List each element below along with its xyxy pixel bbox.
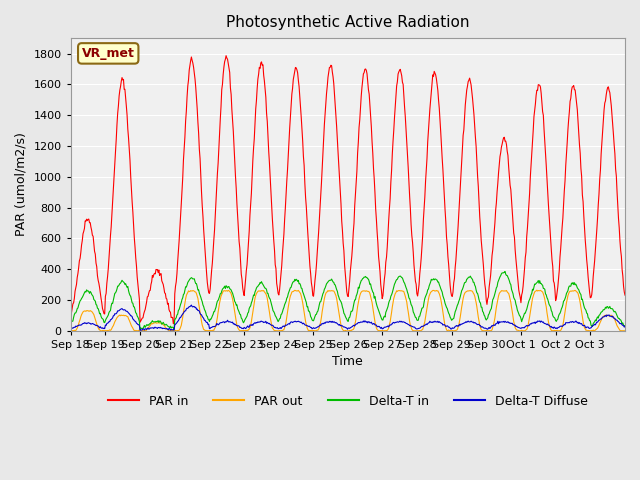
Title: Photosynthetic Active Radiation: Photosynthetic Active Radiation [226, 15, 470, 30]
PAR out [533, 288, 541, 293]
Delta-T in [501, 269, 509, 275]
PAR out [132, 328, 140, 334]
PAR out [405, 313, 413, 319]
Line: PAR out: PAR out [70, 290, 625, 331]
Delta-T Diffuse [284, 322, 291, 327]
Delta-T Diffuse [136, 327, 144, 333]
PAR in [284, 167, 291, 173]
Y-axis label: PAR (umol/m2/s): PAR (umol/m2/s) [15, 132, 28, 237]
Delta-T in [132, 310, 140, 316]
Delta-T in [136, 326, 144, 332]
Line: PAR in: PAR in [70, 56, 625, 324]
Delta-T Diffuse [132, 319, 140, 324]
PAR in [170, 321, 177, 326]
PAR in [438, 143, 445, 148]
Delta-T in [437, 286, 445, 291]
Delta-T Diffuse [236, 323, 243, 329]
Line: Delta-T in: Delta-T in [70, 272, 625, 329]
PAR out [234, 324, 241, 330]
Delta-T Diffuse [188, 302, 195, 308]
PAR out [621, 328, 629, 334]
Delta-T in [621, 323, 629, 329]
PAR in [621, 292, 629, 298]
Delta-T Diffuse [262, 321, 270, 326]
PAR out [261, 290, 269, 296]
PAR in [236, 239, 243, 244]
X-axis label: Time: Time [332, 355, 364, 369]
PAR in [67, 312, 74, 318]
Line: Delta-T Diffuse: Delta-T Diffuse [70, 305, 625, 330]
Delta-T Diffuse [406, 323, 414, 328]
Delta-T in [283, 295, 291, 301]
PAR out [67, 328, 74, 334]
Delta-T in [406, 296, 413, 301]
PAR in [406, 206, 414, 212]
Delta-T Diffuse [621, 324, 629, 329]
PAR in [262, 110, 270, 116]
PAR in [132, 255, 140, 261]
Delta-T in [262, 286, 269, 291]
Delta-T in [67, 319, 74, 325]
Delta-T Diffuse [67, 325, 74, 331]
PAR out [436, 293, 444, 299]
Legend: PAR in, PAR out, Delta-T in, Delta-T Diffuse: PAR in, PAR out, Delta-T in, Delta-T Dif… [102, 390, 593, 413]
Text: VR_met: VR_met [82, 47, 134, 60]
PAR out [282, 319, 290, 325]
Delta-T in [234, 308, 242, 313]
PAR in [222, 53, 230, 59]
Delta-T Diffuse [438, 321, 445, 326]
